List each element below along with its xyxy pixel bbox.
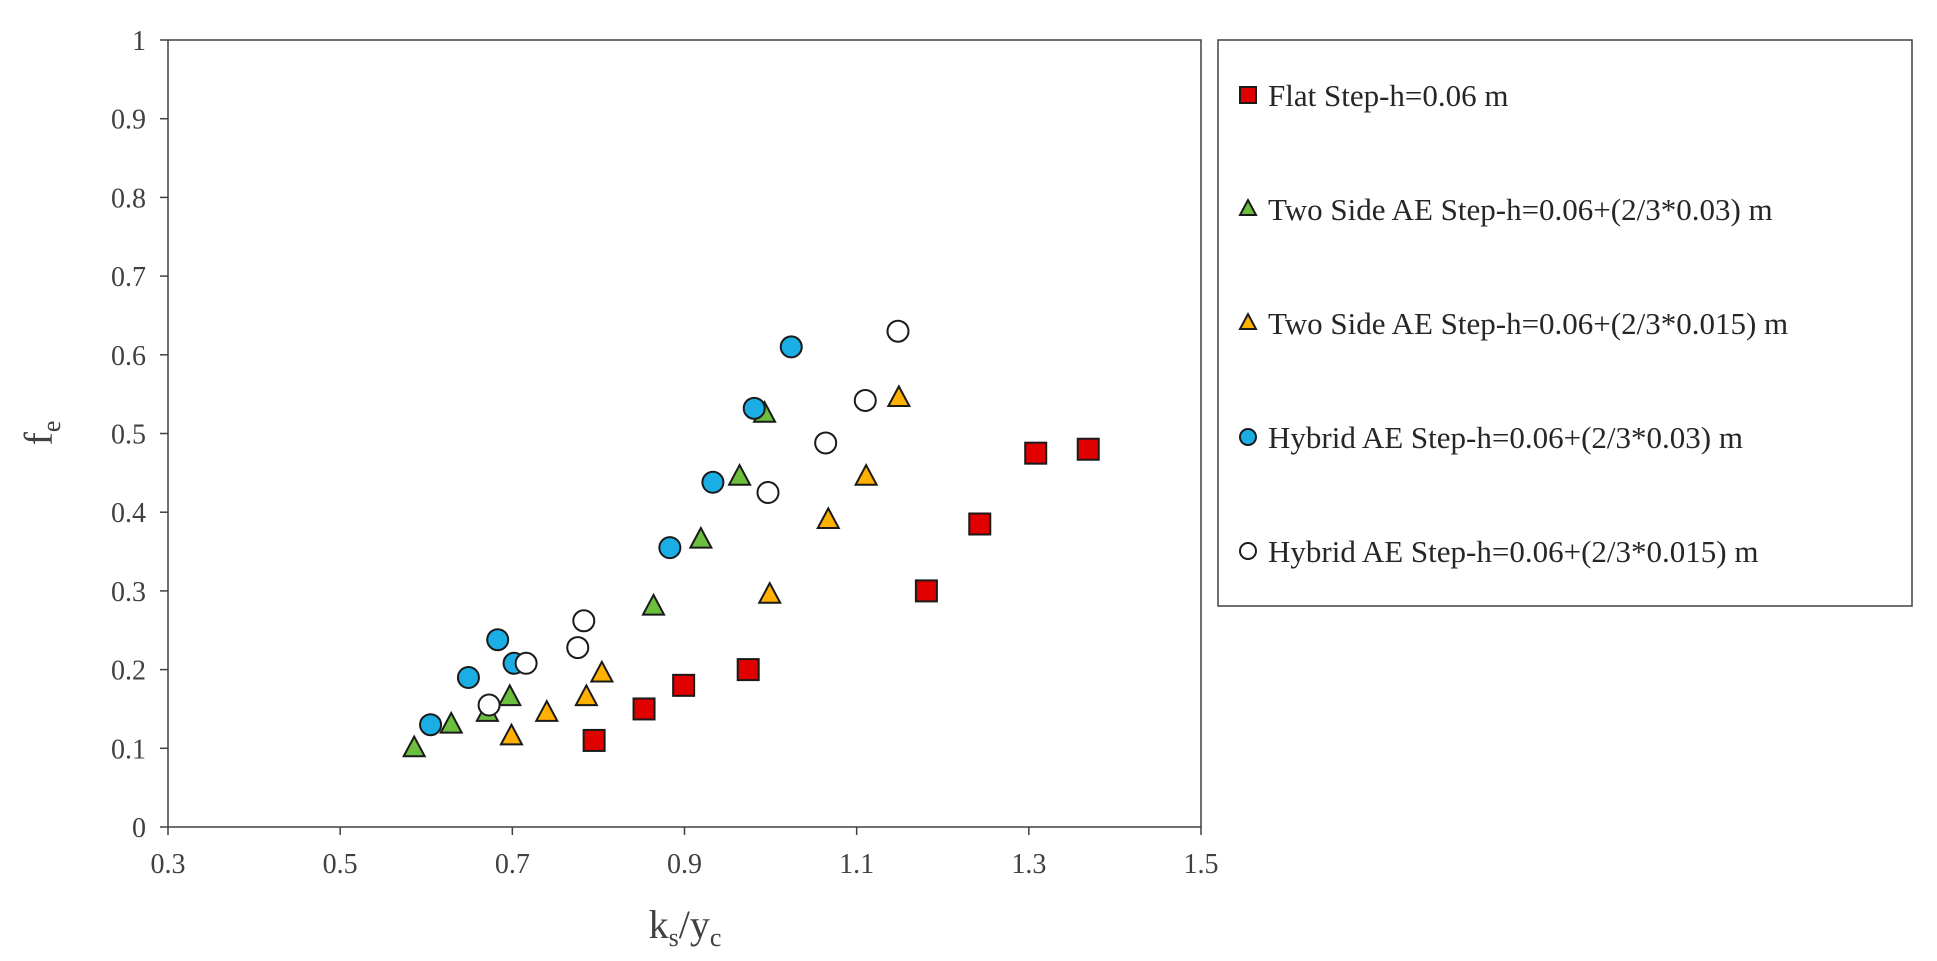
- y-axis-title: fe: [16, 421, 66, 446]
- data-point: [514, 651, 538, 675]
- x-tick-label: 0.5: [323, 849, 358, 880]
- x-axis: 0.3 0.5 0.7 0.9 1.1 1.3 1.5: [151, 827, 1219, 880]
- legend-label: Hybrid AE Step-h=0.06+(2/3*0.015) m: [1268, 534, 1758, 569]
- legend-label: Flat Step-h=0.06 m: [1268, 78, 1509, 113]
- plot-area: [167, 39, 1202, 828]
- data-point: [641, 592, 666, 616]
- data-point: [439, 710, 464, 734]
- data-point: [402, 734, 427, 758]
- data-point: [589, 659, 615, 683]
- y-tick-label: 0.4: [111, 498, 146, 529]
- data-point: [853, 388, 877, 412]
- data-point: [1076, 437, 1100, 461]
- x-tick-label: 0.9: [667, 849, 702, 880]
- data-point: [688, 525, 714, 549]
- x-tick-label: 1.3: [1011, 849, 1046, 880]
- legend-marker: [1238, 311, 1258, 331]
- data-point: [816, 506, 841, 530]
- legend-marker: [1239, 428, 1257, 446]
- data-point: [672, 673, 696, 697]
- legend-item: Hybrid AE Step-h=0.06+(2/3*0.015) m: [1239, 534, 1758, 569]
- data-point: [499, 722, 524, 746]
- y-tick-label: 0.3: [111, 577, 146, 608]
- data-point: [968, 512, 992, 536]
- x-tick-label: 1.1: [839, 849, 874, 880]
- y-tick-label: 0.9: [111, 105, 146, 136]
- legend-marker: [1239, 86, 1257, 104]
- data-point: [658, 536, 682, 560]
- data-point: [566, 636, 590, 660]
- y-tick-label: 0.2: [111, 656, 146, 687]
- legend-item: Two Side AE Step-h=0.06+(2/3*0.03) m: [1238, 192, 1773, 227]
- data-point: [574, 683, 599, 707]
- legend-item: Flat Step-h=0.06 m: [1239, 78, 1509, 113]
- data-point: [757, 580, 782, 604]
- data-point: [886, 319, 910, 343]
- data-point: [853, 462, 879, 486]
- y-tick-label: 0.7: [111, 262, 146, 293]
- data-point: [914, 579, 938, 603]
- data-markers: [402, 319, 1100, 758]
- data-point: [756, 481, 780, 505]
- data-point: [534, 699, 559, 722]
- data-point: [572, 609, 596, 633]
- x-tick-label: 0.7: [495, 849, 530, 880]
- data-point: [1024, 441, 1048, 465]
- legend-frame: [1217, 39, 1913, 607]
- y-tick-label: 0.5: [111, 420, 146, 451]
- data-point: [497, 683, 522, 707]
- x-tick-label: 0.3: [151, 849, 186, 880]
- data-point: [419, 713, 443, 737]
- y-tick-label: 0: [132, 813, 146, 844]
- y-tick-label: 0.6: [111, 341, 146, 372]
- data-point: [779, 335, 803, 359]
- plot-frame: [167, 39, 1202, 828]
- data-point: [477, 693, 501, 717]
- y-axis: 0 0.1 0.2 0.3 0.4 0.5 0.6 0.7 0.8 0.9 1: [111, 26, 168, 844]
- data-point: [727, 462, 752, 486]
- y-tick-label: 1: [132, 26, 146, 57]
- y-tick-label: 0.1: [111, 734, 146, 765]
- legend-label: Hybrid AE Step-h=0.06+(2/3*0.03) m: [1268, 420, 1743, 455]
- legend-item: Hybrid AE Step-h=0.06+(2/3*0.03) m: [1239, 420, 1743, 455]
- data-point: [886, 384, 912, 408]
- data-point: [486, 628, 510, 652]
- data-point: [456, 665, 480, 689]
- legend-item: Two Side AE Step-h=0.06+(2/3*0.015) m: [1238, 306, 1788, 341]
- y-tick-label: 0.8: [111, 183, 146, 214]
- data-point: [814, 431, 838, 455]
- data-point: [632, 697, 656, 721]
- x-axis-title: ks/yc: [649, 902, 722, 952]
- legend-marker: [1238, 197, 1258, 217]
- data-point: [582, 728, 606, 752]
- legend-label: Two Side AE Step-h=0.06+(2/3*0.03) m: [1268, 192, 1773, 227]
- data-point: [742, 396, 766, 420]
- legend-marker: [1239, 542, 1257, 560]
- legend-label: Two Side AE Step-h=0.06+(2/3*0.015) m: [1268, 306, 1788, 341]
- data-point: [736, 658, 760, 682]
- data-point: [701, 470, 725, 494]
- legend: Flat Step-h=0.06 m Two Side AE Step-h=0.0…: [1217, 39, 1913, 607]
- x-tick-label: 1.5: [1184, 849, 1219, 880]
